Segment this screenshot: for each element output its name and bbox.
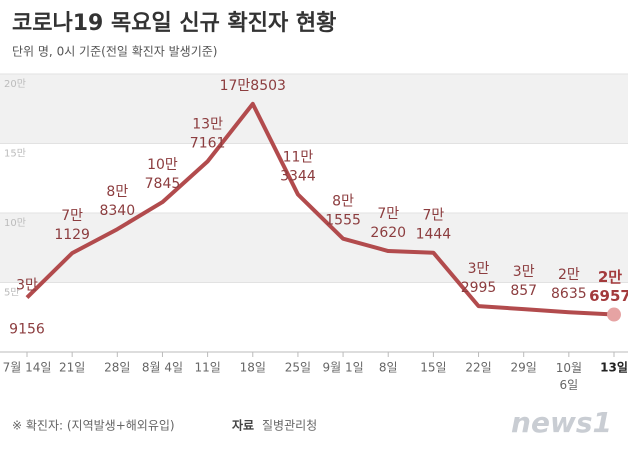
x-tick-label: 25일 <box>285 361 311 375</box>
value-label: 17만8503 <box>220 78 286 94</box>
value-label: 1555 <box>325 213 361 229</box>
x-tick-label: 29일 <box>511 361 537 375</box>
chart-subtitle: 단위 명, 0시 기준(전일 확진자 발생기준) <box>12 45 218 59</box>
y-tick-label: 15만 <box>4 148 26 160</box>
value-label: 2만 <box>558 267 580 283</box>
value-label: 10만 <box>147 157 178 173</box>
x-tick-label: 28일 <box>104 361 130 375</box>
value-label: 1444 <box>416 227 452 243</box>
last-point <box>607 307 621 322</box>
source: 질병관리청 <box>262 419 317 433</box>
footnote: ※ 확진자: (지역발생+해외유입) <box>12 419 175 433</box>
value-label: 3만 <box>468 261 490 277</box>
x-tick-label: 18일 <box>240 361 266 375</box>
x-tick-label: 8일 <box>379 361 398 375</box>
logo: news1 <box>511 406 612 439</box>
value-label: 3만 <box>513 264 535 280</box>
grid-band <box>0 74 628 144</box>
value-label: 11만 <box>283 149 314 165</box>
x-tick-label: 15일 <box>420 361 446 375</box>
value-label: 8635 <box>551 286 587 302</box>
value-label: 6957 <box>589 287 628 305</box>
x-tick-label: 9월 1일 <box>322 361 363 375</box>
value-label: 857 <box>510 283 537 299</box>
value-label: 7만 <box>422 208 444 224</box>
value-label: 1129 <box>54 227 90 243</box>
value-label: 8만 <box>106 184 128 200</box>
x-tick-label: 7월 14일 <box>3 361 52 375</box>
value-label: 7만 <box>377 206 399 222</box>
data-line <box>25 101 615 317</box>
chart-title: 코로나19 목요일 신규 확진자 현황 <box>12 11 336 36</box>
value-label: 7161 <box>190 135 226 151</box>
value-label: 7845 <box>145 176 181 192</box>
x-tick-label: 22일 <box>465 361 491 375</box>
value-label: 2995 <box>461 280 497 296</box>
value-label: 2만 <box>598 268 622 286</box>
x-tick-label: 13일 <box>600 361 628 375</box>
value-label: 13만 <box>192 116 223 132</box>
value-label: 3만 <box>16 278 38 294</box>
value-label: 9156 <box>9 322 45 338</box>
grid-band <box>0 213 628 283</box>
value-label: 2620 <box>370 225 406 241</box>
y-tick-label: 5만 <box>4 287 20 299</box>
x-tick-label: 10월 6일 <box>556 361 582 392</box>
source-label: 자료 <box>232 418 254 433</box>
value-label: 3344 <box>280 168 316 184</box>
y-tick-label: 20만 <box>4 78 26 90</box>
x-tick-label: 11일 <box>194 361 220 375</box>
y-tick-label: 10만 <box>4 217 26 229</box>
value-label: 8340 <box>99 203 135 219</box>
x-tick-label: 21일 <box>59 361 85 375</box>
value-label: 7만 <box>61 208 83 224</box>
x-tick-label: 8월 4일 <box>142 361 183 375</box>
value-label: 8만 <box>332 194 354 210</box>
